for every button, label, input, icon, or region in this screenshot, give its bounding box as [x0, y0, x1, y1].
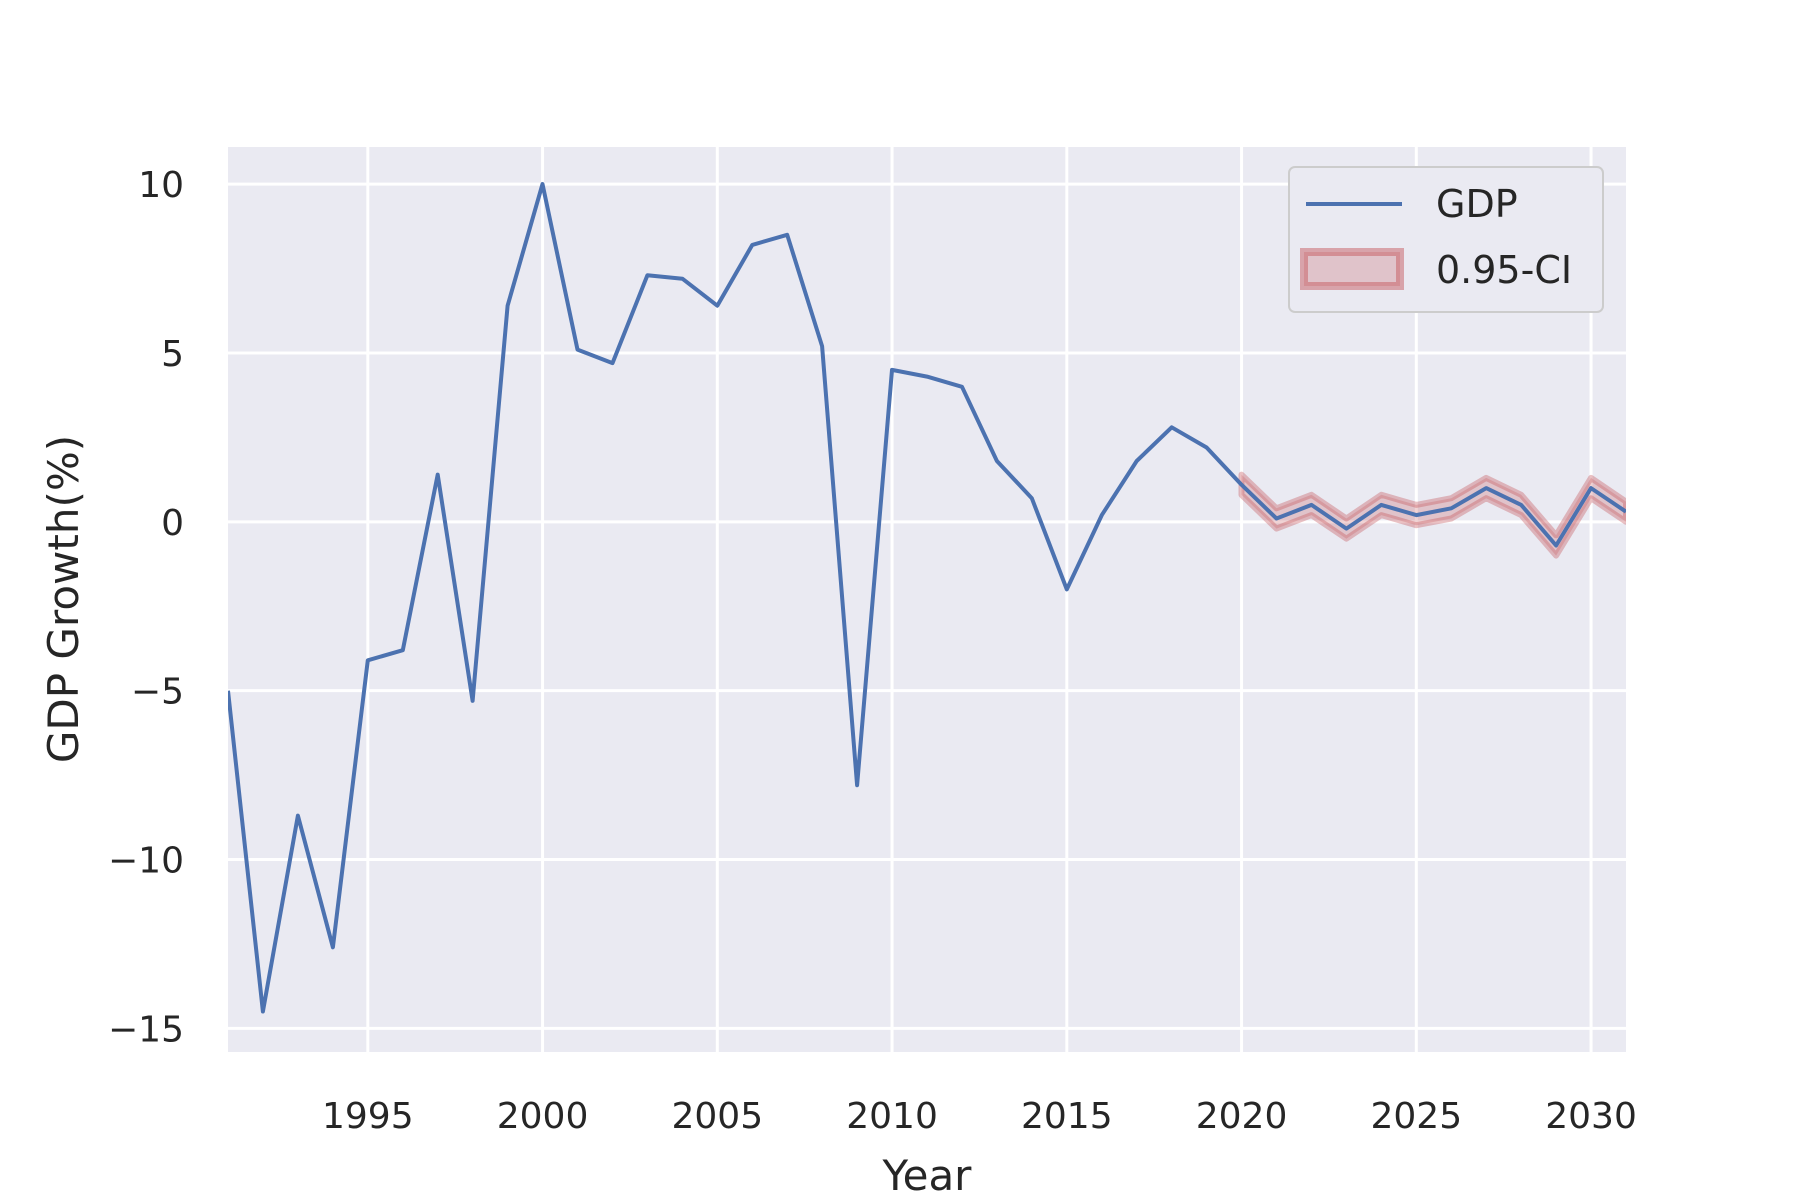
x-tick-label-2025: 2025 [1370, 1096, 1462, 1137]
legend-ci-label: 0.95-CI [1436, 248, 1572, 292]
y-tick-label-4: −10 [108, 841, 184, 882]
series-layer [228, 182, 1626, 1014]
y-tick-label-2: 0 [161, 503, 184, 544]
x-tick-label-2030: 2030 [1545, 1096, 1637, 1137]
x-tick-label-2010: 2010 [846, 1096, 938, 1137]
x-tick-labels: 1995 2000 2005 2010 2015 2020 2025 2030 [322, 1096, 1637, 1137]
y-tick-label-0: 10 [138, 165, 184, 206]
x-tick-label-2020: 2020 [1196, 1096, 1288, 1137]
x-tick-label-2000: 2000 [497, 1096, 589, 1137]
gdp-line [228, 182, 1626, 1014]
y-tick-label-1: 5 [161, 334, 184, 375]
y-axis-label: GDP Growth(%) [39, 435, 88, 763]
y-tick-label-3: −5 [131, 672, 184, 713]
x-tick-label-1995: 1995 [322, 1096, 414, 1137]
x-tick-label-2015: 2015 [1021, 1096, 1113, 1137]
x-tick-label-2005: 2005 [671, 1096, 763, 1137]
ci-band [1238, 471, 1626, 559]
y-tick-labels: 10 5 0 −5 −10 −15 [108, 165, 184, 1050]
legend: GDP 0.95-CI [1288, 166, 1604, 313]
legend-gdp-label: GDP [1436, 182, 1518, 226]
x-axis-label: Year [882, 1151, 973, 1200]
y-tick-label-5: −15 [108, 1009, 184, 1050]
y-gridlines [228, 182, 1626, 1030]
legend-ci-swatch [1300, 248, 1404, 290]
